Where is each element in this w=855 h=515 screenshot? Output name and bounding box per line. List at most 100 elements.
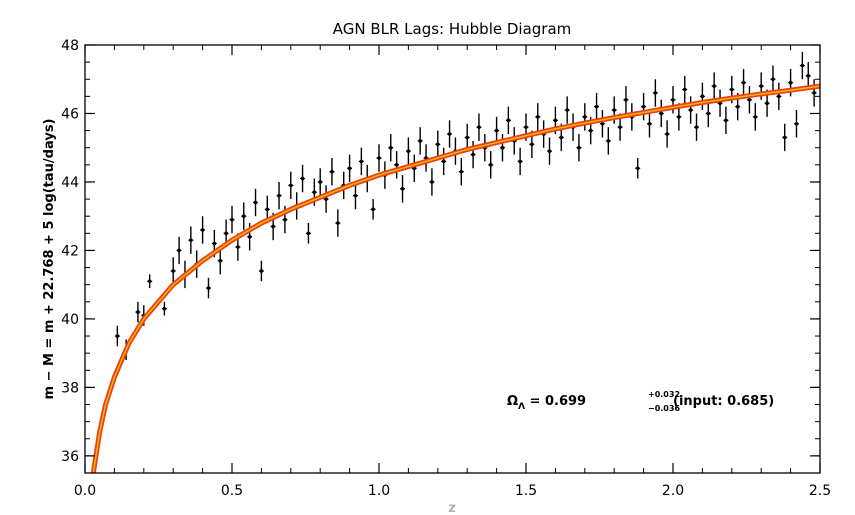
point-marker (283, 217, 287, 222)
point-marker (177, 248, 181, 253)
point-marker (788, 80, 793, 85)
point-marker (465, 135, 470, 140)
data-point (811, 79, 817, 107)
point-marker (800, 63, 805, 68)
x-axis: 0.0 0.5 1.0 1.5 2.0 2.5 (74, 45, 831, 499)
point-marker (318, 180, 323, 184)
model-curve (90, 83, 820, 473)
point-marker (530, 142, 534, 147)
point-marker (777, 94, 781, 99)
annotation-value: = 0.699 (525, 394, 586, 409)
point-marker (641, 104, 646, 109)
point-marker (612, 108, 616, 112)
data-point (694, 113, 700, 141)
point-marker (147, 279, 152, 284)
data-point (793, 110, 799, 138)
annotation-input: (input: 0.685) (673, 394, 774, 409)
point-marker (324, 197, 328, 201)
data-point (147, 274, 153, 289)
point-marker (230, 217, 234, 222)
data-point (741, 68, 747, 97)
point-marker (682, 87, 687, 92)
point-marker (136, 310, 140, 314)
point-marker (506, 118, 511, 123)
omega-lambda-annotation: ΩΛ = 0.699 +0.032 −0.036 (input: 0.685) (507, 390, 774, 413)
data-point (488, 151, 494, 179)
data-point (723, 106, 729, 135)
point-marker (653, 91, 658, 95)
data-point (688, 96, 694, 124)
data-point (176, 236, 182, 265)
data-point (170, 257, 176, 285)
point-marker (794, 121, 799, 126)
point-marker (624, 97, 628, 102)
data-point (464, 123, 470, 152)
data-point (347, 154, 353, 182)
point-marker (224, 231, 228, 236)
data-point (205, 277, 211, 299)
y-axis-label: m − M = m + 22.768 + 5 log(tau/days) (42, 119, 57, 400)
model-curve-inner (92, 85, 820, 473)
point-marker (312, 190, 317, 195)
data-point (411, 154, 417, 182)
point-marker (406, 149, 411, 153)
data-point (258, 260, 264, 282)
data-point (441, 147, 447, 176)
data-point (594, 92, 600, 121)
point-marker (500, 145, 505, 150)
data-point (429, 168, 435, 196)
data-point (305, 223, 311, 244)
data-point (352, 181, 358, 210)
data-point (782, 123, 788, 152)
point-marker (747, 97, 752, 102)
point-marker (488, 163, 493, 167)
point-marker (588, 128, 593, 133)
point-marker (765, 101, 769, 106)
x-tick-label: 2.0 (662, 483, 684, 499)
data-point (317, 168, 323, 196)
data-point (470, 140, 476, 169)
data-point (799, 51, 805, 80)
data-point (394, 151, 400, 179)
point-marker (377, 156, 381, 160)
y-tick-label: 38 (61, 380, 79, 396)
data-point (435, 130, 441, 158)
point-marker (441, 159, 446, 164)
data-point (423, 144, 429, 172)
point-marker (330, 169, 334, 174)
annotation-subscript: Λ (518, 402, 525, 412)
point-marker (753, 115, 758, 119)
point-marker (259, 269, 264, 273)
y-axis: 36 38 40 42 44 46 48 (61, 38, 820, 474)
point-marker (700, 94, 705, 99)
data-point (417, 127, 423, 155)
y-tick-label: 42 (61, 243, 79, 259)
point-marker (518, 159, 522, 164)
data-point (323, 185, 329, 213)
svg-text:ΩΛ = 0.699: ΩΛ = 0.699 (507, 394, 586, 412)
point-marker (394, 163, 399, 167)
data-point (805, 62, 811, 90)
point-marker (359, 159, 364, 164)
point-marker (606, 139, 611, 143)
point-marker (647, 121, 652, 126)
point-marker (300, 176, 305, 181)
data-point (564, 96, 570, 124)
point-marker (271, 224, 275, 229)
point-marker (115, 334, 120, 338)
point-marker (730, 87, 734, 92)
point-marker (688, 108, 693, 112)
data-point (499, 134, 505, 162)
y-tick-label: 40 (61, 312, 79, 328)
data-point (535, 103, 541, 131)
point-marker (171, 269, 175, 273)
data-point (329, 157, 335, 186)
data-point (582, 103, 588, 131)
y-tick-label: 36 (61, 449, 79, 465)
point-marker (694, 125, 699, 129)
data-point (746, 86, 752, 114)
data-point (114, 325, 120, 347)
data-point (241, 202, 247, 230)
data-point (776, 82, 782, 111)
point-marker (771, 77, 775, 82)
